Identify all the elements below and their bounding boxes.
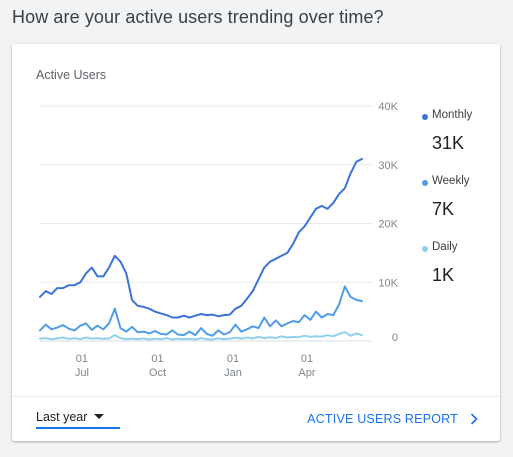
active-users-report-link[interactable]: ACTIVE USERS REPORT	[307, 411, 478, 427]
legend-item-monthly: Monthly 31K	[422, 108, 500, 174]
legend-label: Daily	[432, 241, 458, 253]
chevron-right-icon	[470, 413, 478, 425]
legend-label: Weekly	[432, 175, 470, 187]
series-line-weekly	[39, 285, 363, 337]
x-tick-month-label: Jan	[224, 367, 242, 379]
legend: Monthly 31K Weekly 7K Daily 1K	[422, 108, 500, 306]
caret-down-icon	[94, 414, 104, 419]
report-link-label: ACTIVE USERS REPORT	[307, 412, 458, 426]
x-tick-month-label: Oct	[149, 367, 166, 379]
x-tick-day-label: 01	[301, 353, 313, 365]
y-tick-label: 0	[392, 332, 398, 344]
active-users-card: Active Users 40K 30K 20K 10K 0 01 Jul 01 Oct 01 Ja…	[12, 44, 500, 441]
legend-dot-monthly	[422, 114, 428, 120]
series-line-monthly	[39, 157, 363, 319]
y-tick-label: 10K	[378, 277, 398, 289]
x-tick-month-label: Apr	[298, 367, 315, 379]
date-range-label: Last year	[36, 410, 88, 424]
x-tick-day-label: 01	[227, 353, 239, 365]
y-tick-label: 40K	[378, 101, 398, 113]
legend-value: 1K	[432, 265, 455, 285]
active-users-chart: 40K 30K 20K 10K 0 01 Jul 01 Oct 01 Jan 01 Apr	[39, 101, 399, 379]
y-tick-label: 30K	[378, 160, 398, 172]
legend-value: 31K	[432, 133, 465, 153]
legend-dot-weekly	[422, 180, 428, 186]
x-tick-day-label: 01	[76, 353, 88, 365]
card-footer: Last year ACTIVE USERS REPORT	[12, 396, 500, 441]
series-line-daily	[39, 331, 363, 341]
legend-item-daily: Daily 1K	[422, 240, 500, 306]
y-tick-label: 20K	[378, 219, 398, 231]
x-tick-month-label: Jul	[75, 367, 89, 379]
card-title: Active Users	[36, 68, 107, 82]
legend-item-weekly: Weekly 7K	[422, 174, 500, 240]
legend-value: 7K	[432, 199, 455, 219]
page-title: How are your active users trending over …	[12, 7, 384, 27]
legend-dot-daily	[422, 246, 428, 252]
x-tick-day-label: 01	[151, 353, 163, 365]
date-range-dropdown[interactable]: Last year	[36, 409, 120, 429]
legend-label: Monthly	[432, 109, 473, 121]
